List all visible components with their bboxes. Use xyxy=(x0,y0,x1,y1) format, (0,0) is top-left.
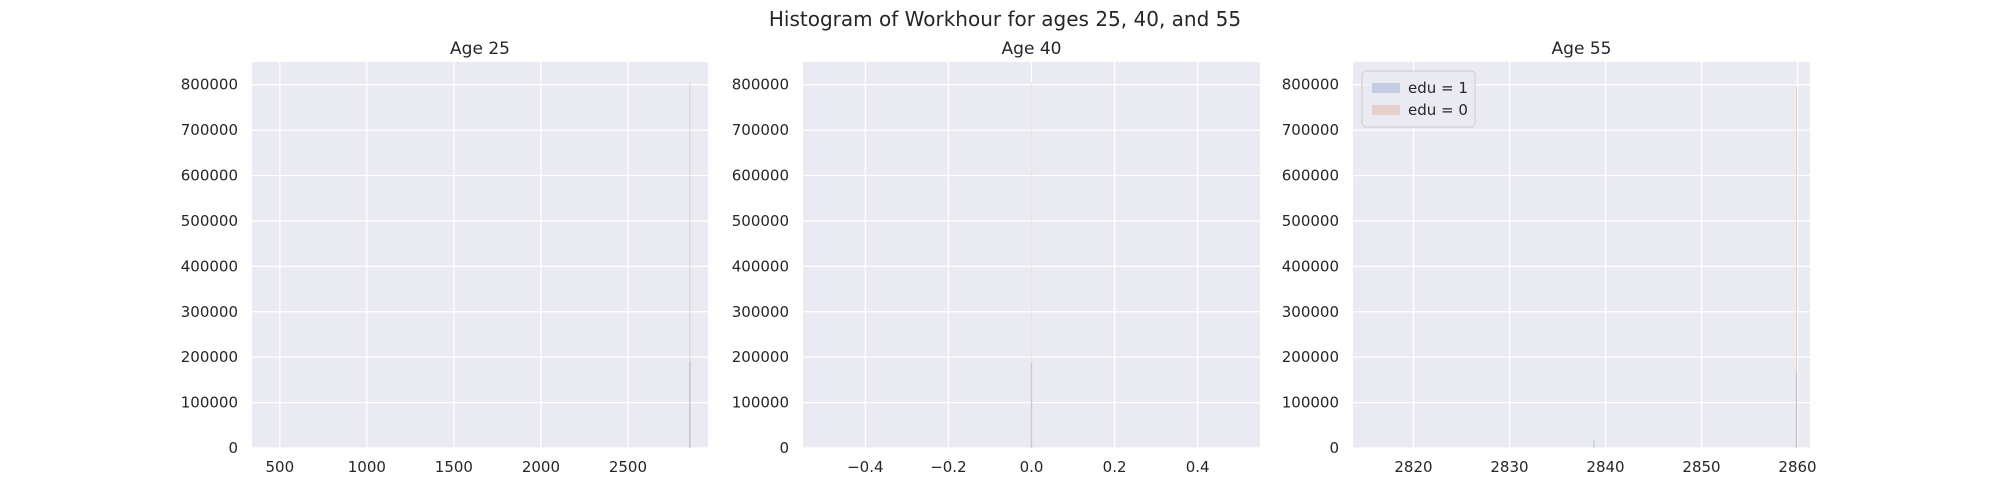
x-tick-label: 2500 xyxy=(609,458,647,476)
x-tick-label: 2830 xyxy=(1490,458,1528,476)
legend-frame xyxy=(1361,70,1476,128)
bar-edu0 xyxy=(1795,86,1798,448)
y-tick-label: 100000 xyxy=(732,394,789,412)
y-tick-label: 300000 xyxy=(181,303,238,321)
y-tick-label: 500000 xyxy=(1282,212,1339,230)
bar-edu0 xyxy=(1030,82,1033,448)
y-tick-label: 600000 xyxy=(732,167,789,185)
y-tick-label: 100000 xyxy=(181,394,238,412)
x-tick-label: 1500 xyxy=(435,458,473,476)
bar-edu1 xyxy=(689,361,691,448)
x-tick-label: 0.0 xyxy=(1020,458,1044,476)
x-tick-label: 2860 xyxy=(1778,458,1816,476)
subplot-age-25: 0 100000 200000 300000 400000 500000 600000 700… xyxy=(181,39,708,476)
x-tick-label: 2820 xyxy=(1394,458,1432,476)
x-tick-label: 0.4 xyxy=(1186,458,1210,476)
y-tick-label: 500000 xyxy=(732,212,789,230)
y-tick-label: 700000 xyxy=(181,121,238,139)
y-tick-label: 300000 xyxy=(732,303,789,321)
y-tick-label: 800000 xyxy=(181,76,238,94)
x-tick-label: 0.2 xyxy=(1103,458,1127,476)
subplot-title: Age 40 xyxy=(1002,39,1062,59)
x-tick-label: −0.2 xyxy=(930,458,966,476)
y-tick-label: 400000 xyxy=(181,257,238,275)
y-tick-label: 400000 xyxy=(732,257,789,275)
y-tick-label: 700000 xyxy=(1282,121,1339,139)
legend: edu = 1 edu = 0 xyxy=(1361,70,1476,128)
y-tick-label: 800000 xyxy=(1282,76,1339,94)
y-tick-label: 400000 xyxy=(1282,257,1339,275)
x-tick-label: 2840 xyxy=(1586,458,1624,476)
y-tick-label: 800000 xyxy=(732,76,789,94)
subplot-title: Age 25 xyxy=(450,39,510,59)
x-tick-label: −0.4 xyxy=(847,458,883,476)
y-tick-label: 0 xyxy=(228,439,238,457)
x-tick-label: 2850 xyxy=(1682,458,1720,476)
y-tick-label: 500000 xyxy=(181,212,238,230)
y-tick-label: 200000 xyxy=(732,348,789,366)
subplot-age-55: 0 100000 200000 300000 400000 500000 600000 700… xyxy=(1282,39,1817,476)
legend-swatch xyxy=(1372,83,1400,93)
y-tick-label: 200000 xyxy=(1282,348,1339,366)
y-tick-label: 700000 xyxy=(732,121,789,139)
y-tick-label: 0 xyxy=(1329,439,1339,457)
axes-background xyxy=(252,62,708,448)
y-tick-label: 600000 xyxy=(1282,167,1339,185)
subplot-title: Age 55 xyxy=(1552,39,1612,59)
figure-title: Histogram of Workhour for ages 25, 40, a… xyxy=(769,7,1241,31)
subplots: 0100000200000300000400000500000600000700… xyxy=(181,39,1817,476)
legend-swatch xyxy=(1372,105,1400,115)
subplot-age-40: 0 100000 200000 300000 400000 500000 600000 700… xyxy=(732,39,1260,476)
x-tick-label: 2000 xyxy=(522,458,560,476)
bar-edu1 xyxy=(1593,439,1595,448)
y-tick-label: 0 xyxy=(779,439,789,457)
bar-edu1 xyxy=(1795,371,1798,448)
legend-label: edu = 1 xyxy=(1408,79,1468,97)
y-tick-label: 600000 xyxy=(181,167,238,185)
bar-edu1 xyxy=(1030,362,1033,448)
y-tick-label: 100000 xyxy=(1282,394,1339,412)
y-tick-label: 200000 xyxy=(181,348,238,366)
bar-edu0 xyxy=(689,82,691,448)
x-tick-label: 1000 xyxy=(348,458,386,476)
legend-label: edu = 0 xyxy=(1408,101,1468,119)
y-tick-label: 300000 xyxy=(1282,303,1339,321)
x-tick-label: 500 xyxy=(266,458,295,476)
